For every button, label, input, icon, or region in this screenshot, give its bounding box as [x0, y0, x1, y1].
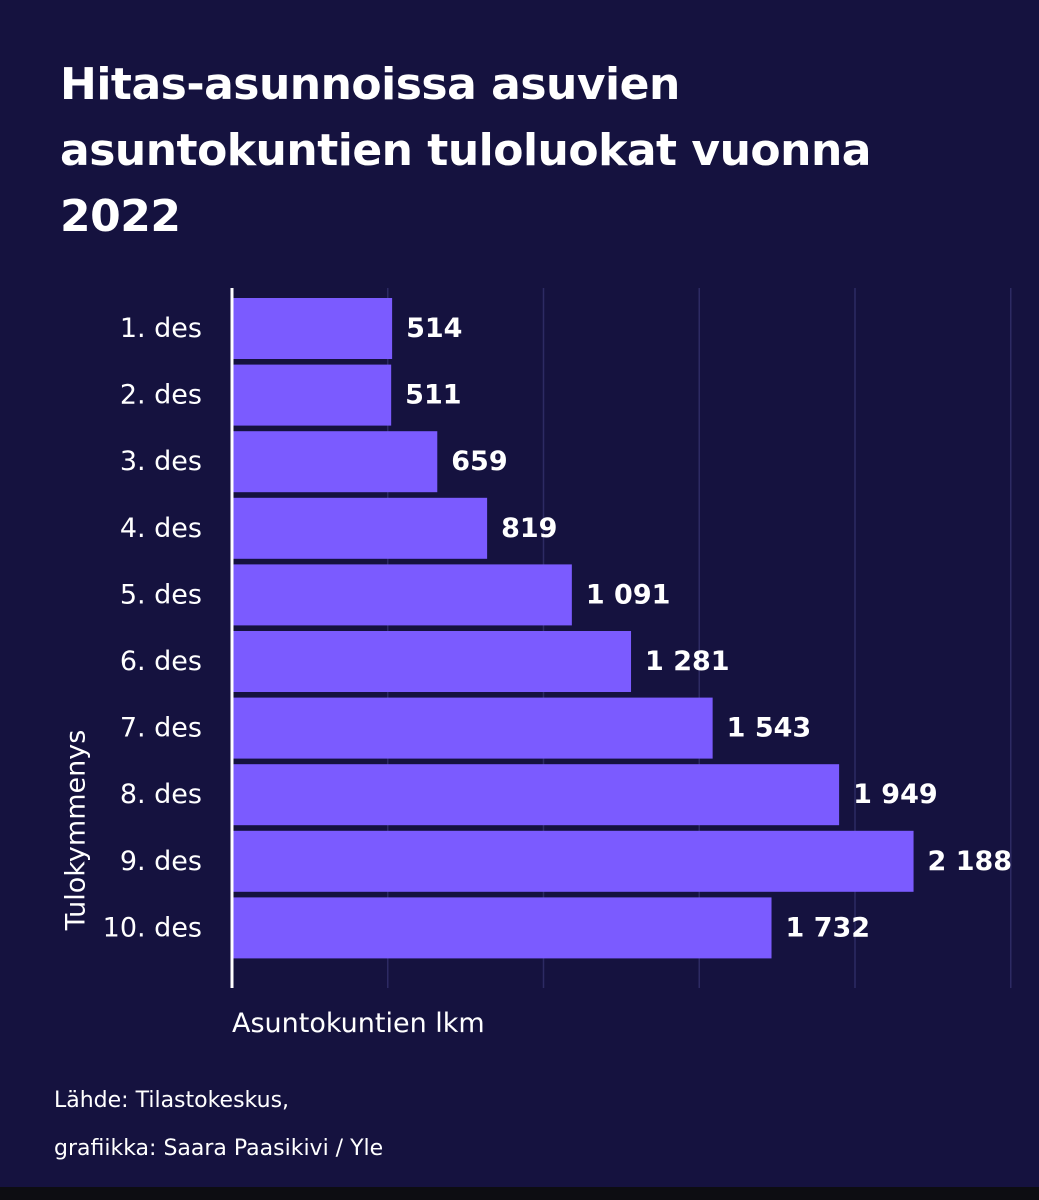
category-label: 1. des — [120, 313, 202, 344]
y-axis-label: Tulokymmenys — [61, 730, 92, 932]
value-label: 659 — [451, 446, 507, 477]
bar — [232, 497, 488, 559]
bars — [232, 298, 914, 959]
bar — [232, 431, 438, 493]
value-label: 514 — [406, 313, 462, 344]
bar — [232, 697, 713, 759]
chart-title: Hitas-asunnoissa asuvien asuntokuntien t… — [60, 59, 871, 242]
source-line-2: grafiikka: Saara Paasikivi / Yle — [54, 1136, 384, 1161]
bottom-strip — [0, 1187, 1039, 1200]
value-label: 1 949 — [853, 779, 938, 810]
bar — [232, 764, 840, 826]
value-label: 511 — [405, 380, 461, 411]
x-axis-label: Asuntokuntien lkm — [232, 1008, 485, 1039]
value-label: 1 281 — [645, 646, 730, 677]
category-label: 7. des — [120, 713, 202, 744]
category-label: 4. des — [120, 513, 202, 544]
value-label: 1 732 — [786, 912, 871, 943]
category-label: 10. des — [103, 912, 202, 943]
value-label: 1 091 — [586, 579, 671, 610]
bar — [232, 298, 393, 359]
category-label: 3. des — [120, 446, 202, 477]
value-labels: 514 511 659 819 1 091 1 281 1 543 1 949 2 188 1 7… — [405, 313, 1012, 943]
category-label: 2. des — [120, 380, 202, 411]
bar — [232, 364, 392, 426]
category-label: 8. des — [120, 779, 202, 810]
category-label: 9. des — [120, 846, 202, 877]
category-labels: 1. des 2. des 3. des 4. des 5. des 6. des 7. d… — [103, 313, 202, 943]
bar — [232, 897, 772, 959]
bar — [232, 564, 572, 626]
bar — [232, 631, 632, 692]
bar-chart: 1. des 2. des 3. des 4. des 5. des 6. des 7. d… — [61, 288, 1012, 1039]
bar — [232, 830, 914, 892]
value-label: 1 543 — [727, 713, 812, 744]
source-line-1: Lähde: Tilastokeskus, — [54, 1088, 290, 1113]
category-label: 5. des — [120, 579, 202, 610]
value-label: 2 188 — [928, 846, 1013, 877]
value-label: 819 — [501, 513, 557, 544]
category-label: 6. des — [120, 646, 202, 677]
